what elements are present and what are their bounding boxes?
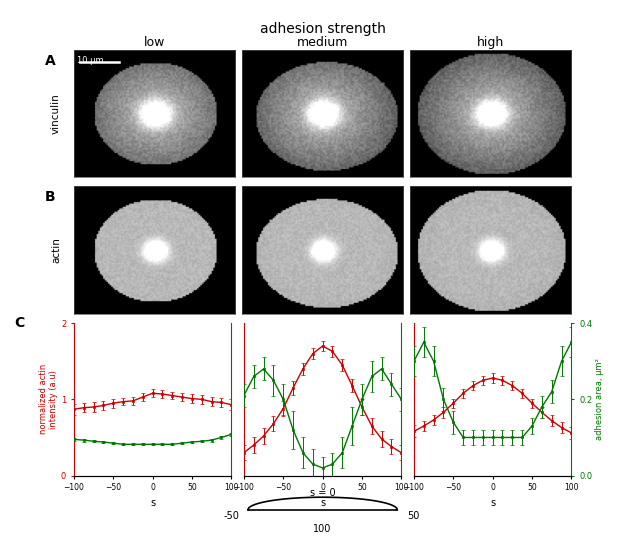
Text: vinculin: vinculin <box>51 93 61 134</box>
Text: C: C <box>14 316 24 330</box>
X-axis label: s: s <box>150 498 155 508</box>
Text: adhesion strength: adhesion strength <box>260 22 386 36</box>
X-axis label: s: s <box>490 498 495 508</box>
Text: -50: -50 <box>223 511 239 521</box>
Text: 50: 50 <box>408 511 420 521</box>
Y-axis label: adhesion area, μm²: adhesion area, μm² <box>595 358 604 440</box>
X-axis label: s: s <box>320 498 325 508</box>
Title: medium: medium <box>297 35 349 49</box>
Title: low: low <box>144 35 165 49</box>
Text: B: B <box>45 190 55 204</box>
Text: A: A <box>45 54 55 67</box>
Y-axis label: normalized actin
intensity (a.u): normalized actin intensity (a.u) <box>39 364 58 434</box>
Text: 100: 100 <box>313 524 332 534</box>
Title: high: high <box>477 35 504 49</box>
Text: actin: actin <box>51 237 61 263</box>
Text: 10 μm: 10 μm <box>77 56 104 65</box>
Text: s = 0: s = 0 <box>310 487 335 498</box>
